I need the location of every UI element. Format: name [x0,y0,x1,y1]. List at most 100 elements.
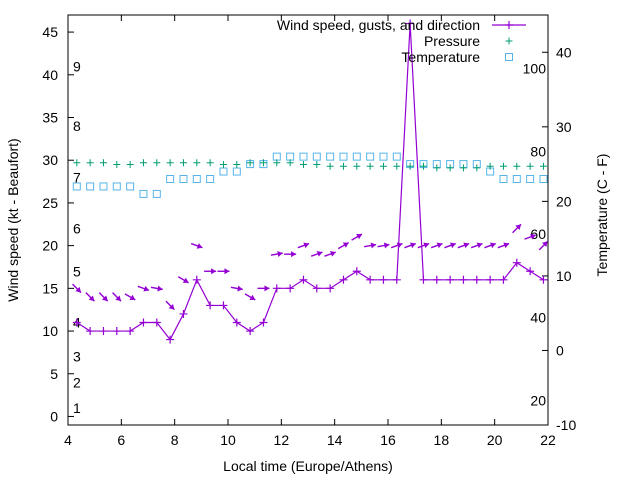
x-tick-label: 8 [171,432,179,448]
fahrenheit-label: 20 [530,392,546,408]
temperature-point [379,152,388,161]
gust-arrow-head [530,233,536,240]
fahrenheit-label: 80 [530,143,546,159]
x-tick-label: 12 [274,432,290,448]
y-left-tick-label: 15 [42,280,58,296]
wind-speed-point [246,327,255,336]
gust-arrow-head [102,295,108,302]
gust-arrow-head [129,294,136,300]
pressure-point [353,162,361,170]
gust-arrow-head [490,242,496,249]
gust-arrow-head [383,242,390,249]
pressure-point [113,160,121,168]
pressure-point [446,164,454,172]
pressure-point [246,159,254,167]
gust-arrow-head [303,242,310,249]
wind-speed-line [76,23,544,341]
gust-arrow-head [88,295,95,302]
gust-arrow-head [356,233,362,240]
x-tick-label: 10 [220,432,236,448]
marks-layer [72,19,549,344]
gust-arrow-head [196,243,203,249]
gust-arrow-head [410,242,416,249]
wind-speed-point [312,284,321,293]
x-tick-label: 4 [64,432,72,448]
beaufort-label: 7 [73,169,81,185]
pressure-point [313,160,321,168]
gust-arrow-head [291,251,297,258]
wind-speed-point [112,327,121,336]
gust-arrow-head [503,242,510,249]
wind-speed-point [512,258,521,267]
wind-speed-point [166,335,175,344]
gust-arrow-head [224,268,230,275]
fahrenheit-label: 100 [523,61,547,77]
wind-speed-point [432,275,441,284]
x-tick-label: 6 [117,432,125,448]
temperature-point [86,182,95,191]
fahrenheit-label: 60 [530,226,546,242]
y-right-tick-label: 10 [556,268,572,284]
wind-speed-point [206,301,215,310]
temperature-point [206,175,215,183]
gust-arrow-head [182,277,189,283]
pressure-point [526,162,534,170]
pressure-point [73,159,81,167]
pressure-point [286,159,294,167]
pressure-point [486,162,494,170]
temperature-point [179,175,188,183]
gust-arrow-head [370,242,377,249]
pressure-point [539,162,547,170]
pressure-point [433,164,441,172]
wind-speed-point [259,318,268,327]
wind-speed-point [419,275,428,284]
pressure-point [499,162,507,170]
legend-label: Wind speed, gusts, and direction [277,17,480,33]
gust-arrow-head [450,242,456,249]
temperature-point [299,152,308,161]
wind-speed-point [219,301,228,310]
pressure-point [419,162,427,170]
temperature-point [326,152,335,161]
wind-speed-point [446,275,455,284]
wind-speed-point [299,275,308,284]
wind-speed-point [286,284,295,293]
temperature-point [312,152,321,161]
temperature-point [152,189,161,198]
temperature-point [219,167,228,176]
beaufort-label: 6 [73,221,81,237]
temperature-point [339,152,348,161]
temperature-point [192,175,201,183]
pressure-point [139,159,147,167]
pressure-point [99,159,107,167]
wind-speed-point [366,275,375,284]
gust-arrow-head [168,304,175,310]
legend-swatch-marker [505,21,513,29]
y-right-tick-label: 30 [556,119,572,135]
gust-arrow-head [237,285,243,292]
legend-swatch-marker [505,53,513,61]
temperature-point [99,182,108,191]
wind-speed-point [72,318,81,327]
y-left-tick-label: 10 [42,323,58,339]
wind-speed-point [472,275,481,284]
y-right-tick-label: -10 [556,417,576,433]
temperature-point [126,182,135,191]
y-left-tick-label: 35 [42,110,58,126]
y-right-tick-label: 0 [556,342,564,358]
pressure-point [379,162,387,170]
temperature-point [526,175,535,183]
pressure-point [339,162,347,170]
temperature-point [139,189,148,198]
temperature-point [72,182,81,191]
x-tick-label: 20 [487,432,503,448]
temperature-point [539,175,548,183]
pressure-point [179,159,187,167]
wind-speed-point [86,327,95,336]
wind-speed-point [486,275,495,284]
pressure-point [406,162,414,170]
wind-speed-point [179,309,188,318]
axes-layer: 4 6 8 10 12 14 16 18 20 22051015202530354045-1001… [42,14,576,448]
pressure-point [473,164,481,172]
wind-speed-point [139,318,148,327]
